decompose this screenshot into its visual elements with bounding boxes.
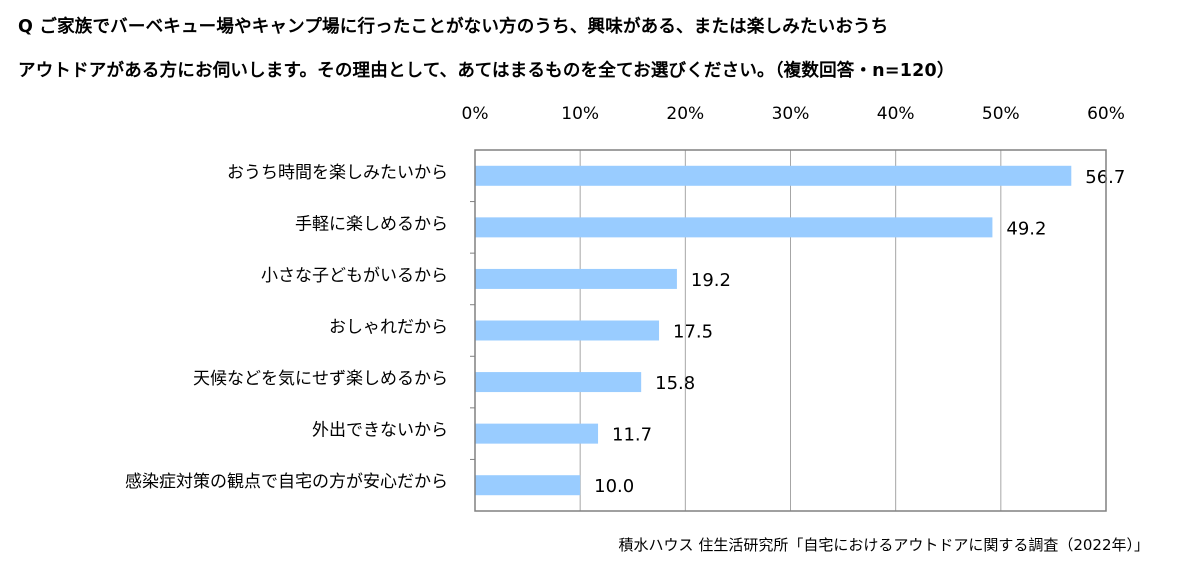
x-tick-label: 30%: [772, 104, 810, 124]
x-tick-label: 50%: [982, 104, 1020, 124]
bar: [475, 423, 599, 444]
x-tick-label: 20%: [666, 104, 704, 124]
data-label: 17.5: [673, 322, 713, 343]
question-line-1: Q ご家族でバーベキュー場やキャンプ場に行ったことがない方のうち、興味がある、ま…: [18, 17, 889, 37]
category-label: 小さな子どもがいるから: [261, 266, 448, 286]
bar: [475, 320, 660, 341]
plot-area-border: [474, 149, 1107, 512]
category-label: 外出できないから: [312, 421, 448, 441]
bar: [475, 372, 642, 393]
x-tick-label: 40%: [877, 104, 915, 124]
data-label: 10.0: [594, 476, 634, 497]
category-label: 天候などを気にせず楽しめるから: [193, 369, 448, 389]
question-line-2: アウトドアがある方にお伺いします。その理由として、あてはまるものを全てお選びくだ…: [18, 61, 955, 81]
bar: [475, 217, 993, 238]
x-tick-label: 0%: [462, 104, 489, 124]
data-label: 11.7: [612, 425, 652, 446]
bar: [475, 165, 1072, 186]
source-caption: 積水ハウス 住生活研究所「自宅におけるアウトドアに関する調査（2022年）」: [618, 536, 1149, 554]
data-label: 49.2: [1006, 218, 1046, 239]
x-tick-label: 60%: [1087, 104, 1125, 124]
category-label: おうち時間を楽しみたいから: [227, 163, 448, 183]
data-label: 15.8: [655, 373, 695, 394]
category-label: 手軽に楽しめるから: [295, 214, 448, 234]
category-label: おしゃれだから: [329, 318, 448, 338]
bar: [475, 475, 581, 496]
data-label: 19.2: [691, 270, 731, 291]
x-tick-label: 10%: [561, 104, 599, 124]
bar: [475, 268, 677, 289]
category-label: 感染症対策の観点で自宅の方が安心だから: [125, 472, 448, 492]
